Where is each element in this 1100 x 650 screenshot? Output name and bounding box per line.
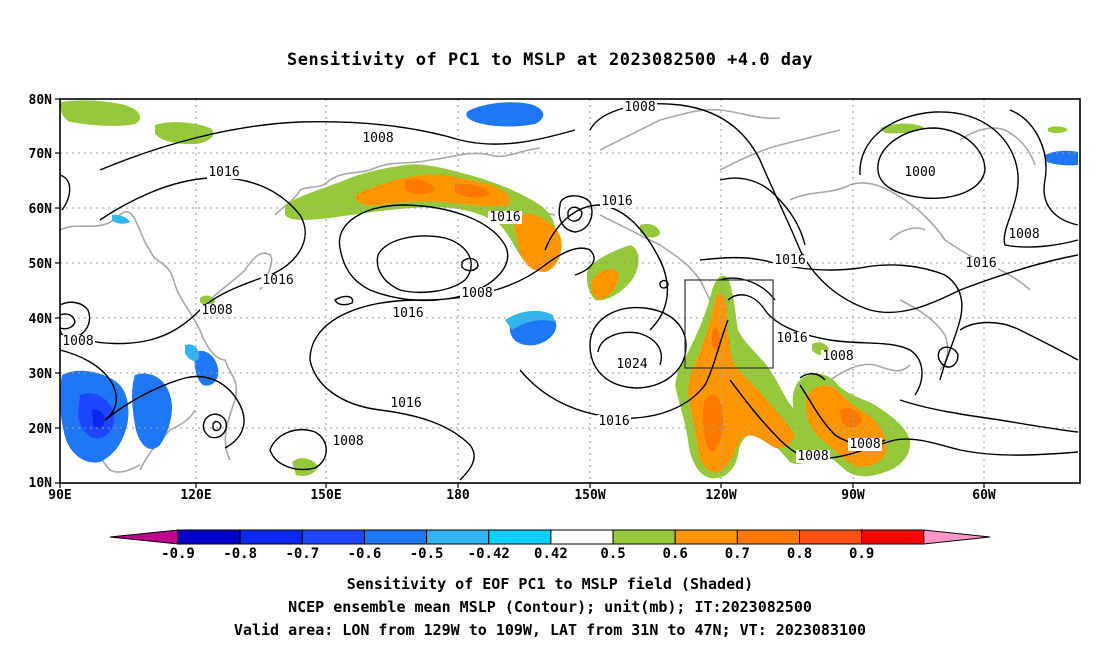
contour-label-bg	[903, 166, 937, 179]
contour-label: 1008	[849, 437, 880, 452]
contour-label: 1024	[616, 357, 647, 372]
colorbar-box	[736, 529, 800, 545]
valid-area-box	[684, 279, 774, 369]
lon-label: 180	[446, 488, 470, 503]
colorbar-tick-label: 0.6	[663, 546, 688, 562]
lat-label: 20N	[29, 422, 53, 437]
colorbar-box	[799, 529, 863, 545]
contour-labels: 1008 1008 1000 1016 1016 1016 1008 1016 1016 1008…	[61, 100, 1041, 464]
axis-ticks	[55, 98, 985, 488]
contour-label-bg	[848, 438, 882, 451]
plot-title: Sensitivity of PC1 to MSLP at 2023082500…	[286, 50, 813, 70]
colorbar-tick-label: 0.7	[725, 546, 750, 562]
colorbar-box	[426, 529, 490, 545]
contour-label: 1016	[598, 414, 629, 429]
contour-label-bg	[623, 101, 657, 114]
lon-label: 120W	[705, 488, 736, 503]
lon-label: 60W	[972, 488, 996, 503]
lat-label: 40N	[29, 312, 53, 327]
colorbar-tick-label: 0.9	[849, 546, 874, 562]
contour-label-bg	[361, 132, 395, 145]
contour-label: 1016	[390, 396, 421, 411]
contour-label-bg	[460, 287, 494, 300]
lat-label: 70N	[29, 147, 53, 162]
lat-label: 50N	[29, 257, 53, 272]
caption-line-3: Valid area: LON from 129W to 109W, LAT f…	[233, 621, 867, 639]
contour-label-bg	[61, 335, 95, 348]
colorbar-box	[239, 529, 303, 545]
colorbar-tick-label: -0.7	[285, 546, 319, 562]
contour-label: 1016	[392, 306, 423, 321]
colorbar-box	[612, 529, 676, 545]
contour-label-bg	[821, 350, 855, 363]
contour-label: 1016	[774, 253, 805, 268]
colorbar-tick-label: -0.6	[348, 546, 382, 562]
contour-label: 1008	[797, 449, 828, 464]
colorbar-labels: -0.9 -0.8 -0.7 -0.6 -0.5 -0.42 0.42 0.5 0.6 0.7 0.…	[161, 546, 874, 562]
contour-label: 1008	[822, 349, 853, 364]
contour-label-bg	[488, 211, 522, 224]
caption-line-1: Sensitivity of EOF PC1 to MSLP field (Sh…	[346, 575, 754, 593]
contour-label-bg	[597, 415, 631, 428]
contour-label-bg	[964, 257, 998, 270]
contour-label: 1016	[208, 165, 239, 180]
colorbar-arrow-left	[109, 529, 179, 545]
lat-label: 30N	[29, 367, 53, 382]
colorbar-box	[177, 529, 241, 545]
contour-label: 1008	[461, 286, 492, 301]
contour-label: 1008	[624, 100, 655, 115]
contour-label-bg	[261, 274, 295, 287]
contour-label-bg	[200, 304, 234, 317]
colorbar-tick-label: -0.5	[410, 546, 444, 562]
contour-label: 1016	[489, 210, 520, 225]
lon-label: 90W	[841, 488, 865, 503]
contour-label: 1016	[965, 256, 996, 271]
lat-label: 10N	[29, 476, 53, 491]
colorbar-box	[674, 529, 738, 545]
contour-label: 1008	[62, 334, 93, 349]
caption-line-2: NCEP ensemble mean MSLP (Contour); unit(…	[288, 598, 812, 616]
contour-label-bg	[207, 166, 241, 179]
colorbar-box	[363, 529, 428, 545]
contour-label-bg	[796, 450, 830, 463]
contour-label-bg	[600, 195, 634, 208]
colorbar-tick-label: 0.8	[787, 546, 812, 562]
contour-label-bg	[391, 307, 425, 320]
contour-label: 1008	[362, 131, 393, 146]
contour-label: 1008	[1008, 227, 1039, 242]
lat-label: 60N	[29, 202, 53, 217]
contour-label-bg	[331, 435, 365, 448]
contour-label: 1008	[332, 434, 363, 449]
colorbar-box	[861, 529, 925, 545]
mslp-contours	[59, 103, 1079, 481]
lon-label: 150W	[574, 488, 605, 503]
colorbar-box	[301, 529, 365, 545]
contour-label: 1016	[262, 273, 293, 288]
contour-label-bg	[775, 332, 809, 345]
contour-label: 1016	[601, 194, 632, 209]
map-frame	[59, 98, 1081, 484]
contour-label-bg	[615, 358, 649, 371]
colorbar-tick-label: -0.9	[161, 546, 195, 562]
colorbar-tick-label: 0.42	[534, 546, 568, 562]
lon-label: 150E	[310, 488, 341, 503]
colorbar-box	[550, 529, 614, 545]
colorbar-tick-label: 0.5	[600, 546, 625, 562]
contour-label-bg	[1007, 228, 1041, 241]
contour-label: 1016	[776, 331, 807, 346]
colorbar-box	[488, 529, 552, 545]
contour-label-bg	[389, 397, 423, 410]
colorbar-tick-label: -0.42	[468, 546, 510, 562]
contour-label: 1008	[201, 303, 232, 318]
lat-label: 80N	[29, 93, 53, 108]
contour-label-bg	[773, 254, 807, 267]
colorbar-arrow-right	[923, 529, 991, 545]
colorbar-tick-label: -0.8	[223, 546, 257, 562]
lon-label: 90E	[48, 488, 71, 503]
lon-label: 120E	[180, 488, 211, 503]
colorbar	[109, 529, 991, 545]
contour-label: 1000	[904, 165, 935, 180]
